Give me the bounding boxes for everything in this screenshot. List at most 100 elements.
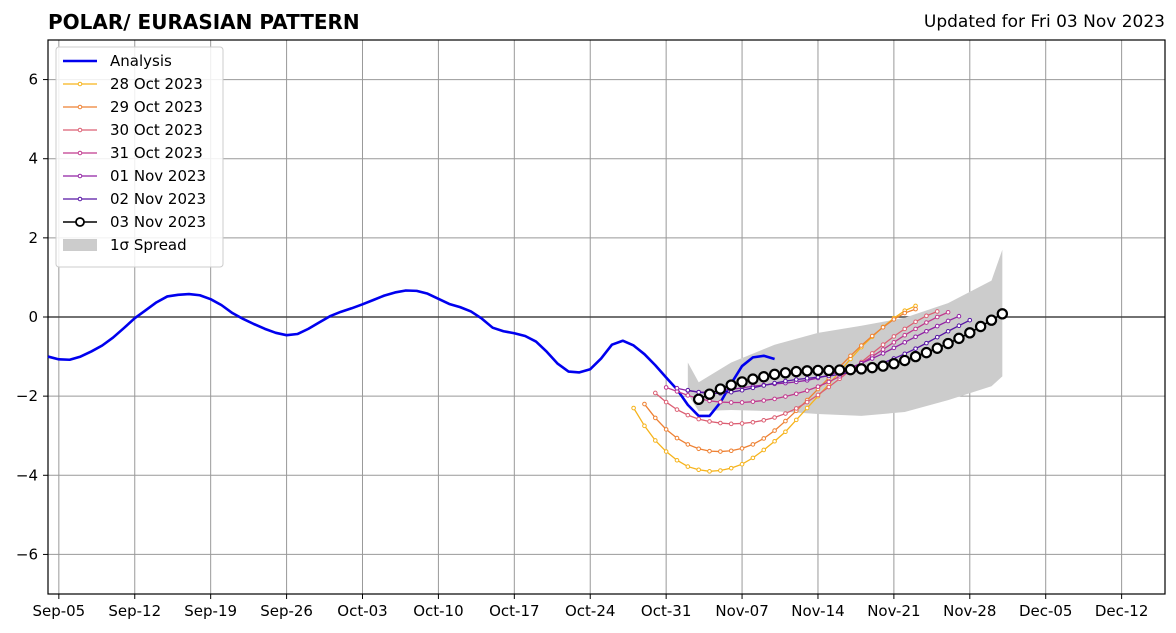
- forecast-point: [877, 360, 889, 372]
- analysis-line: [47, 289, 775, 418]
- legend-item: 29 Oct 2023: [63, 98, 203, 116]
- forecast-point: [793, 417, 799, 423]
- forecast-point: [880, 324, 886, 330]
- forecast-point: [685, 442, 691, 447]
- forecast-point: [696, 416, 701, 422]
- forecast-point: [869, 356, 875, 361]
- forecast-point: [888, 357, 900, 370]
- x-tick-label: Nov-07: [715, 602, 768, 620]
- forecast-point: [913, 306, 918, 312]
- forecast-point: [685, 393, 691, 398]
- forecast-point: [750, 385, 756, 391]
- forecast-point: [761, 383, 767, 388]
- forecast-point: [880, 351, 886, 356]
- x-tick-label: Dec-12: [1095, 602, 1149, 620]
- legend-marker: [75, 217, 85, 227]
- x-tick-label: Sep-12: [108, 602, 161, 620]
- forecast-point: [728, 400, 734, 405]
- y-tick-label: 0: [28, 308, 38, 326]
- forecast-point: [902, 326, 908, 332]
- forecast-point: [674, 385, 680, 391]
- forecast-point: [761, 436, 767, 441]
- forecast-point: [663, 449, 669, 454]
- legend-marker: [77, 196, 83, 202]
- forecast-point: [707, 419, 712, 424]
- forecast-point: [772, 380, 777, 386]
- forecast-point: [772, 415, 777, 420]
- forecast-point: [826, 384, 832, 390]
- forecast-point: [772, 438, 777, 444]
- forecast-point: [663, 385, 669, 390]
- x-tick-label: Oct-03: [337, 602, 387, 620]
- legend-label: 01 Nov 2023: [110, 167, 206, 185]
- forecast-point: [804, 405, 810, 411]
- forecast-point: [750, 455, 756, 461]
- y-tick-label: 6: [28, 71, 38, 89]
- forecast-point: [696, 446, 701, 452]
- forecast-point: [725, 379, 737, 391]
- forecast-point: [945, 309, 951, 315]
- forecast-point: [783, 429, 788, 435]
- forecast-point: [692, 393, 705, 406]
- forecast-point: [953, 332, 965, 345]
- legend-label: 30 Oct 2023: [110, 121, 203, 139]
- forecast-point: [772, 428, 777, 433]
- forecast-point: [685, 412, 691, 418]
- y-tick-label: −4: [16, 466, 38, 484]
- legend-box: [55, 46, 224, 268]
- forecast-point: [945, 328, 951, 334]
- forecast-point: [663, 399, 669, 405]
- forecast-point: [739, 387, 745, 393]
- legend-label: 02 Nov 2023: [110, 190, 206, 208]
- forecast-point: [728, 389, 734, 395]
- x-tick-label: Sep-26: [260, 602, 313, 620]
- y-axis: 6 4 2 0 −2 −4 −6: [16, 71, 48, 563]
- forecast-point: [956, 323, 962, 329]
- forecast-point: [934, 323, 940, 329]
- forecast-point: [779, 367, 792, 379]
- forecast-point: [924, 328, 929, 334]
- forecast-point: [815, 384, 821, 389]
- forecast-point: [761, 417, 767, 423]
- x-tick-label: Oct-10: [413, 602, 463, 620]
- forecast-point: [848, 353, 853, 359]
- forecast-point: [793, 377, 799, 382]
- forecast-point: [768, 368, 781, 381]
- x-tick-label: Nov-28: [943, 602, 996, 620]
- legend-marker: [77, 127, 83, 133]
- y-tick-label: 2: [28, 229, 38, 247]
- forecast-point: [674, 457, 680, 463]
- legend-label: 28 Oct 2023: [110, 75, 203, 93]
- forecast-point: [924, 313, 929, 319]
- legend-label: 31 Oct 2023: [110, 144, 203, 162]
- legend-item: 02 Nov 2023: [63, 190, 206, 208]
- forecast-point: [815, 392, 821, 398]
- legend-item: 01 Nov 2023: [63, 167, 206, 185]
- forecast-point: [869, 333, 875, 339]
- forecast-point: [793, 391, 799, 397]
- legend-label: Analysis: [110, 52, 172, 70]
- forecast-point: [718, 449, 723, 454]
- forecast-point: [783, 378, 788, 384]
- forecast-point: [653, 438, 658, 443]
- forecast-point: [739, 421, 745, 426]
- forecast-point: [728, 448, 734, 454]
- forecast-point: [642, 423, 647, 429]
- x-tick-label: Nov-14: [791, 602, 844, 620]
- forecast-point: [761, 447, 767, 453]
- forecast-point: [804, 399, 810, 405]
- forecast-point: [750, 399, 756, 404]
- forecast-point: [823, 364, 835, 377]
- plot-area: [47, 249, 1009, 474]
- legend-marker: [77, 104, 83, 110]
- forecast-point: [931, 342, 943, 354]
- forecast-point: [761, 398, 767, 403]
- forecast-point: [985, 314, 998, 326]
- forecast-point: [891, 334, 897, 339]
- y-tick-label: −6: [16, 545, 38, 563]
- forecast-point: [793, 406, 799, 411]
- x-axis: Sep-05 Sep-12 Sep-19 Sep-26 Oct-03 Oct-10 Oct-…: [32, 594, 1148, 620]
- forecast-point: [747, 373, 759, 385]
- legend-item: 30 Oct 2023: [63, 121, 203, 139]
